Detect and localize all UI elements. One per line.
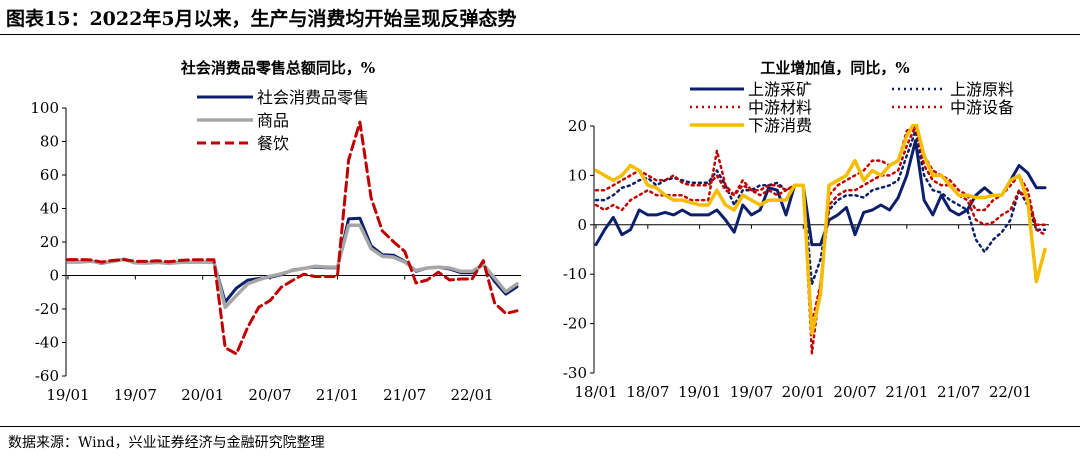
x-tick-label: 22/01 bbox=[450, 386, 493, 404]
retail-sales-chart: 社会消费品零售总额同比，% -60 -40 -20 0 20 40 60 80 100 19/01… bbox=[30, 59, 521, 404]
top-rule bbox=[0, 34, 1080, 35]
x-tick-label: 18/01 bbox=[574, 383, 617, 401]
x-tick-label: 20/01 bbox=[181, 386, 224, 404]
y-tick-label: -60 bbox=[35, 367, 59, 385]
chart2-title: 工业增加值，同比，% bbox=[760, 59, 909, 77]
y-tick-label: 20 bbox=[40, 233, 59, 251]
y-tick-label: 40 bbox=[40, 200, 59, 218]
legend-label: 上游采矿 bbox=[748, 80, 812, 99]
legend-label: 中游设备 bbox=[950, 98, 1014, 117]
series-line-2 bbox=[66, 223, 519, 310]
series-line-4 bbox=[594, 124, 1047, 355]
x-tick-label: 22/01 bbox=[989, 383, 1032, 401]
series-line-1 bbox=[66, 216, 519, 304]
legend-label: 上游原料 bbox=[950, 80, 1014, 99]
x-tick-label: 19/07 bbox=[730, 383, 773, 401]
series-line-5 bbox=[594, 124, 1047, 336]
x-tick-label: 20/07 bbox=[833, 383, 876, 401]
x-tick-label: 19/01 bbox=[678, 383, 721, 401]
y-tick-label: 0 bbox=[577, 216, 587, 234]
x-tick-label: 19/01 bbox=[46, 386, 89, 404]
legend-label: 下游消费 bbox=[748, 116, 812, 135]
x-tick-label: 20/01 bbox=[782, 383, 825, 401]
x-tick-label: 19/07 bbox=[114, 386, 157, 404]
industrial-value-added-chart: 工业增加值，同比，% -30 -20 -10 0 10 20 18/01 18/07 19/01… bbox=[563, 59, 1049, 401]
y-tick-label: -40 bbox=[35, 334, 59, 352]
x-tick-label: 20/07 bbox=[248, 386, 291, 404]
y-tick-label: 20 bbox=[568, 117, 587, 135]
series-line-3 bbox=[66, 120, 519, 356]
legend-label: 餐饮 bbox=[257, 134, 289, 153]
x-tick-label: 21/01 bbox=[885, 383, 928, 401]
legend-label: 社会消费品零售 bbox=[257, 88, 369, 107]
y-tick-label: 10 bbox=[568, 166, 587, 184]
legend-label: 商品 bbox=[257, 111, 289, 130]
x-tick-label: 21/01 bbox=[316, 386, 359, 404]
x-tick-label: 18/07 bbox=[626, 383, 669, 401]
source-note: 数据来源：Wind，兴业证券经济与金融研究院整理 bbox=[8, 435, 325, 451]
y-tick-label: 100 bbox=[30, 99, 59, 117]
y-tick-label: -20 bbox=[35, 300, 59, 318]
y-tick-label: 80 bbox=[40, 133, 59, 151]
x-tick-label: 21/07 bbox=[937, 383, 980, 401]
y-tick-label: -20 bbox=[563, 315, 587, 333]
y-tick-label: -30 bbox=[563, 364, 587, 382]
series-line-2 bbox=[594, 129, 1047, 286]
x-tick-label: 21/07 bbox=[383, 386, 426, 404]
y-tick-label: 60 bbox=[40, 166, 59, 184]
figure-title: 图表15：2022年5月以来，生产与消费均开始呈现反弹态势 bbox=[6, 8, 517, 30]
y-tick-label: -10 bbox=[563, 265, 587, 283]
y-tick-label: 0 bbox=[49, 267, 59, 285]
bottom-rule bbox=[0, 426, 1080, 427]
chart1-title: 社会消费品零售总额同比，% bbox=[180, 59, 375, 77]
legend-label: 中游材料 bbox=[748, 98, 812, 117]
